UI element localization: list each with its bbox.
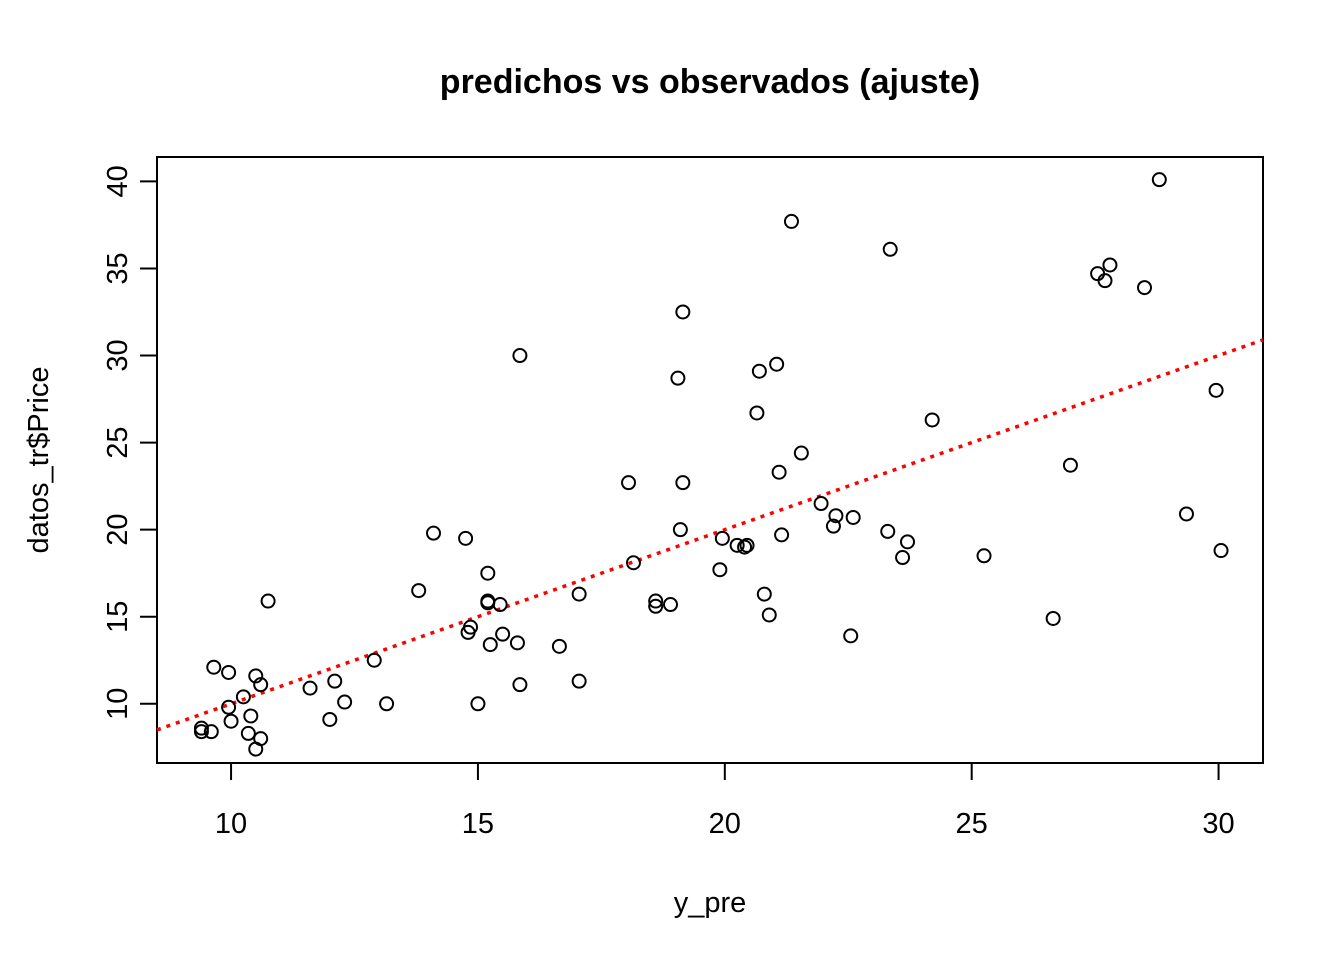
y-tick-label: 30 [102, 339, 134, 371]
chart-title: predichos vs observados (ajuste) [440, 63, 980, 101]
data-point [1178, 506, 1194, 522]
x-tick-label: 15 [462, 808, 494, 840]
data-point [327, 673, 343, 689]
data-point [379, 696, 395, 712]
data-point [825, 518, 841, 534]
y-tick-label: 20 [102, 514, 134, 546]
data-point [260, 593, 276, 609]
data-point [223, 713, 239, 729]
data-point [571, 673, 587, 689]
data-point [512, 677, 528, 693]
data-point [551, 638, 567, 654]
data-point [729, 537, 745, 553]
data-point [900, 534, 915, 550]
data-point [366, 652, 382, 668]
x-tick-label: 30 [1202, 808, 1234, 840]
data-point [714, 530, 730, 546]
data-point [737, 539, 753, 555]
x-axis-label: y_pre [674, 887, 747, 919]
data-point [235, 689, 251, 705]
y-axis: 10 15 20 25 30 35 40 [102, 165, 158, 720]
data-point [843, 628, 859, 644]
data-point [1062, 457, 1078, 473]
data-point [756, 586, 772, 602]
data-point [571, 586, 587, 602]
data-point [663, 597, 678, 613]
data-point [895, 550, 911, 566]
data-point [1137, 280, 1152, 296]
data-point [411, 583, 427, 599]
y-tick-label: 40 [102, 165, 134, 197]
data-point [1151, 172, 1167, 188]
data-point [976, 548, 992, 564]
data-point [1213, 543, 1229, 559]
data-point [712, 562, 728, 578]
data-point [243, 708, 259, 724]
data-point [240, 725, 256, 741]
data-point [206, 659, 222, 675]
data-point [924, 412, 940, 428]
data-point [221, 664, 237, 680]
data-point [769, 356, 785, 372]
data-point [221, 699, 237, 715]
data-point [774, 527, 790, 543]
data-point [625, 555, 641, 571]
data-point [203, 724, 219, 740]
data-point [783, 213, 799, 229]
data-point [470, 696, 486, 712]
data-point [480, 565, 496, 581]
data-point [492, 597, 508, 613]
data-point [1102, 257, 1118, 273]
data-point [675, 475, 691, 491]
data-point [337, 694, 353, 710]
data-point [248, 668, 264, 684]
data-point [828, 508, 844, 524]
data-point [880, 523, 896, 539]
data-point [845, 509, 861, 525]
data-point [751, 363, 767, 379]
data-point [882, 241, 898, 257]
data-point [813, 496, 829, 512]
data-point [463, 619, 479, 635]
data-point [193, 724, 209, 740]
data-points [193, 172, 1229, 757]
data-point [509, 635, 525, 651]
y-tick-label: 25 [102, 426, 134, 458]
data-point [761, 607, 777, 623]
data-point [648, 593, 664, 609]
x-axis: 10 15 20 25 30 [215, 762, 1235, 840]
data-point [495, 626, 511, 642]
data-point [512, 348, 528, 364]
data-point [621, 475, 637, 491]
y-axis-label: datos_tr$Price [23, 367, 55, 554]
data-point [1097, 273, 1113, 289]
data-point [749, 405, 765, 421]
x-tick-label: 10 [215, 808, 247, 840]
data-point [739, 537, 755, 553]
y-tick-label: 35 [102, 252, 134, 284]
data-point [672, 522, 688, 538]
data-point [1208, 382, 1224, 398]
data-point [322, 711, 338, 727]
data-point [253, 731, 269, 747]
y-tick-label: 10 [102, 688, 134, 720]
data-point [675, 304, 691, 320]
data-point [648, 598, 664, 614]
data-point [670, 370, 686, 386]
data-point [458, 530, 474, 546]
y-tick-label: 15 [102, 601, 134, 633]
data-point [253, 677, 269, 693]
x-tick-label: 25 [956, 808, 988, 840]
data-point [793, 445, 809, 461]
data-point [482, 637, 498, 653]
data-point [1045, 610, 1061, 626]
x-tick-label: 20 [709, 808, 741, 840]
data-point [771, 464, 787, 480]
data-point [302, 680, 318, 696]
data-point [426, 525, 441, 541]
